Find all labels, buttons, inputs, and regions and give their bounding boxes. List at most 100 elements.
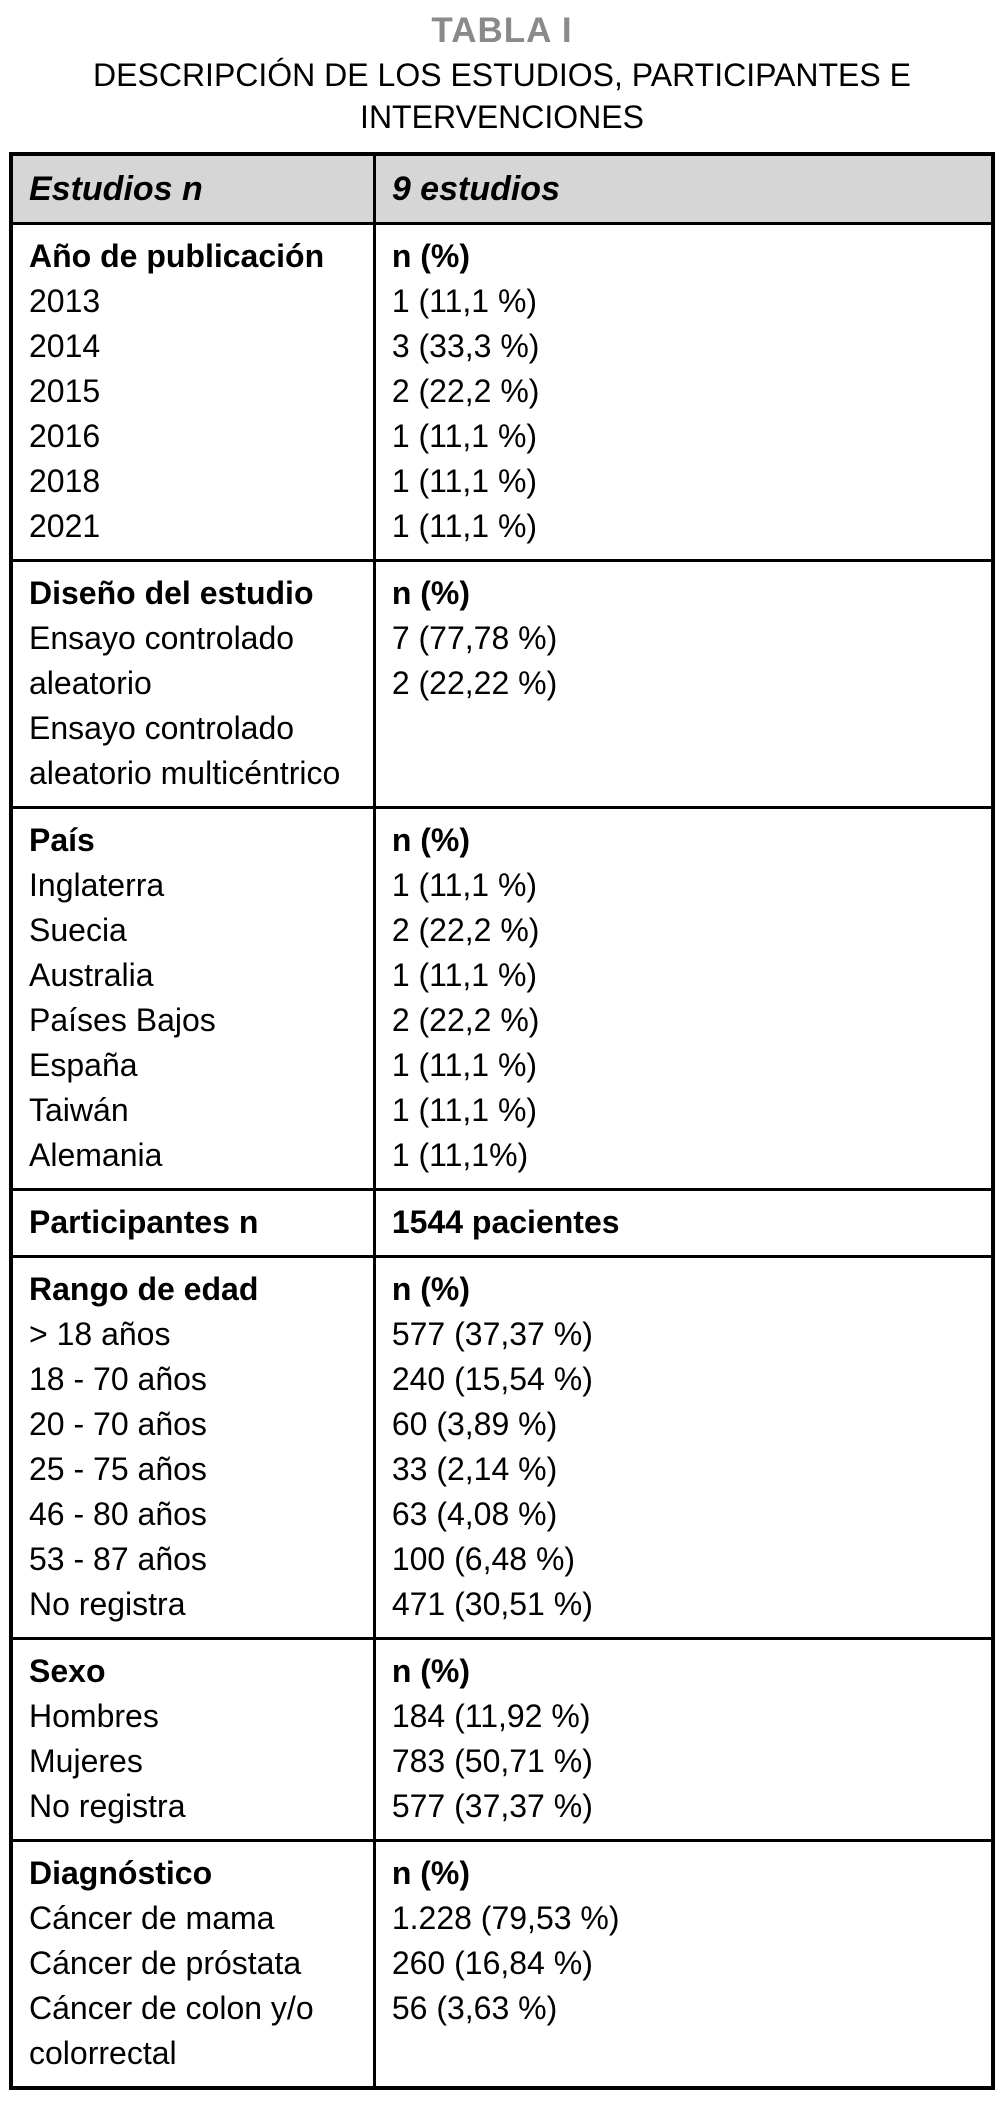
category-value: 783 (50,71 %) (391, 1743, 593, 1779)
category-label: 2015 (29, 373, 101, 409)
section-value-header: n (%) (391, 1271, 471, 1307)
category-label: Ensayo controlado (29, 620, 295, 656)
category-label: 2018 (29, 463, 101, 499)
section-value-cell: n (%) 7 (77,78 %) 2 (22,22 %) (372, 559, 995, 809)
table-title: DESCRIPCIÓN DE LOS ESTUDIOS, PARTICIPANT… (93, 57, 911, 135)
category-label: No registra (29, 1788, 186, 1824)
section-value-cell: n (%) 184 (11,92 %) 783 (50,71 %) 577 (37,3… (372, 1637, 995, 1842)
category-label: Alemania (29, 1137, 163, 1173)
category-value: 60 (3,89 %) (391, 1406, 558, 1442)
category-label: 2021 (29, 508, 101, 544)
section-value-cell: n (%) 1 (11,1 %) 2 (22,2 %) 1 (11,1 %) 2 (22… (372, 806, 995, 1191)
header-cell-estudios: Estudios n (9, 152, 376, 225)
category-label: aleatorio multicéntrico (29, 755, 341, 791)
section-title: País (29, 822, 95, 858)
section-row: Diseño del estudio Ensayo controlado aleat… (9, 559, 995, 809)
section-value-cell: n (%) 577 (37,37 %) 240 (15,54 %) 60 (3,89 … (372, 1255, 995, 1640)
category-label: España (29, 1047, 138, 1083)
category-label: Taiwán (29, 1092, 129, 1128)
category-label: 20 - 70 años (29, 1406, 207, 1442)
category-value: 33 (2,14 %) (391, 1451, 558, 1487)
category-value: 1 (11,1 %) (391, 463, 538, 499)
category-label: aleatorio (29, 665, 152, 701)
section-label-cell: Sexo Hombres Mujeres No registra (9, 1637, 376, 1842)
section-label-cell: Rango de edad > 18 años 18 - 70 años 20 - 7… (9, 1255, 376, 1640)
section-row: Diagnóstico Cáncer de mama Cáncer de próst… (9, 1839, 995, 2090)
category-value: 100 (6,48 %) (391, 1541, 576, 1577)
section-row: Participantes n 1544 pacientes (9, 1188, 995, 1258)
section-title: Año de publicación (29, 238, 325, 274)
category-label: 18 - 70 años (29, 1361, 207, 1397)
category-value: 184 (11,92 %) (391, 1698, 591, 1734)
category-label: colorrectal (29, 2035, 177, 2071)
category-value: 63 (4,08 %) (391, 1496, 558, 1532)
section-value-header: n (%) (391, 1855, 471, 1891)
category-label: Ensayo controlado (29, 710, 295, 746)
category-label: Cáncer de colon y/o (29, 1990, 314, 2026)
category-label: > 18 años (29, 1316, 171, 1352)
category-value: 2 (22,2 %) (391, 912, 540, 948)
section-title: Diseño del estudio (29, 575, 314, 611)
section-value-cell: n (%) 1 (11,1 %) 3 (33,3 %) 2 (22,2 %) 1 (11… (372, 222, 995, 562)
category-value: 56 (3,63 %) (391, 1990, 558, 2026)
section-label-cell: País Inglaterra Suecia Australia Países Bajo… (9, 806, 376, 1191)
section-title: Participantes n (29, 1204, 259, 1240)
table-head: Estudios n 9 estudios (9, 152, 995, 225)
section-row: Sexo Hombres Mujeres No registra n (%) 184 (1… (9, 1637, 995, 1842)
section-label-cell: Participantes n (9, 1188, 376, 1258)
category-label: 2014 (29, 328, 101, 364)
section-title: Rango de edad (29, 1271, 259, 1307)
category-label: Australia (29, 957, 154, 993)
category-label: Cáncer de próstata (29, 1945, 302, 1981)
category-value: 1 (11,1 %) (391, 1047, 538, 1083)
section-label-cell: Diagnóstico Cáncer de mama Cáncer de próst… (9, 1839, 376, 2090)
category-value: 1 (11,1 %) (391, 867, 538, 903)
category-value: 1 (11,1 %) (391, 1092, 538, 1128)
section-label-cell: Año de publicación 2013 2014 2015 2016 2018 20… (9, 222, 376, 562)
section-value-header: n (%) (391, 575, 471, 611)
category-value: 1 (11,1%) (391, 1137, 529, 1173)
table-caption: TABLA I DESCRIPCIÓN DE LOS ESTUDIOS, PAR… (9, 10, 995, 138)
category-value: 1 (11,1 %) (391, 418, 538, 454)
category-value: 240 (15,54 %) (391, 1361, 593, 1397)
header-cell-total: 9 estudios (372, 152, 995, 225)
category-value: 2 (22,2 %) (391, 1002, 540, 1038)
category-value: 471 (30,51 %) (391, 1586, 593, 1622)
category-value: 3 (33,3 %) (391, 328, 540, 364)
category-value: 2 (22,22 %) (391, 665, 558, 701)
category-label: Países Bajos (29, 1002, 216, 1038)
category-label: Hombres (29, 1698, 159, 1734)
section-title: Sexo (29, 1653, 106, 1689)
table-body: Año de publicación 2013 2014 2015 2016 2018 20… (9, 222, 995, 2090)
category-value: 2 (22,2 %) (391, 373, 540, 409)
header-row: Estudios n 9 estudios (9, 152, 995, 225)
category-value: 577 (37,37 %) (391, 1316, 593, 1352)
category-label: Inglaterra (29, 867, 165, 903)
data-table: Estudios n 9 estudios Año de publicación… (9, 152, 995, 2090)
category-value: 1.228 (79,53 %) (391, 1900, 620, 1936)
category-label: Cáncer de mama (29, 1900, 275, 1936)
section-row: País Inglaterra Suecia Australia Países Bajo… (9, 806, 995, 1191)
category-value: 577 (37,37 %) (391, 1788, 593, 1824)
category-label: 25 - 75 años (29, 1451, 207, 1487)
section-value-header: n (%) (391, 238, 471, 274)
section-row: Año de publicación 2013 2014 2015 2016 2018 20… (9, 222, 995, 562)
category-value: 1 (11,1 %) (391, 283, 538, 319)
section-value-header: n (%) (391, 822, 471, 858)
category-value: 260 (16,84 %) (391, 1945, 593, 1981)
section-title: Diagnóstico (29, 1855, 213, 1891)
category-value: 1 (11,1 %) (391, 957, 538, 993)
category-label: 53 - 87 años (29, 1541, 207, 1577)
category-label: Suecia (29, 912, 127, 948)
category-label: 46 - 80 años (29, 1496, 207, 1532)
category-label: 2016 (29, 418, 101, 454)
category-label: 2013 (29, 283, 101, 319)
section-value-header: 1544 pacientes (391, 1204, 620, 1240)
category-label: No registra (29, 1586, 186, 1622)
section-value-cell: 1544 pacientes (372, 1188, 995, 1258)
section-value-cell: n (%) 1.228 (79,53 %) 260 (16,84 %) 56 (3,6… (372, 1839, 995, 2090)
table-number: TABLA I (431, 11, 573, 50)
section-label-cell: Diseño del estudio Ensayo controlado aleat… (9, 559, 376, 809)
category-label: Mujeres (29, 1743, 143, 1779)
